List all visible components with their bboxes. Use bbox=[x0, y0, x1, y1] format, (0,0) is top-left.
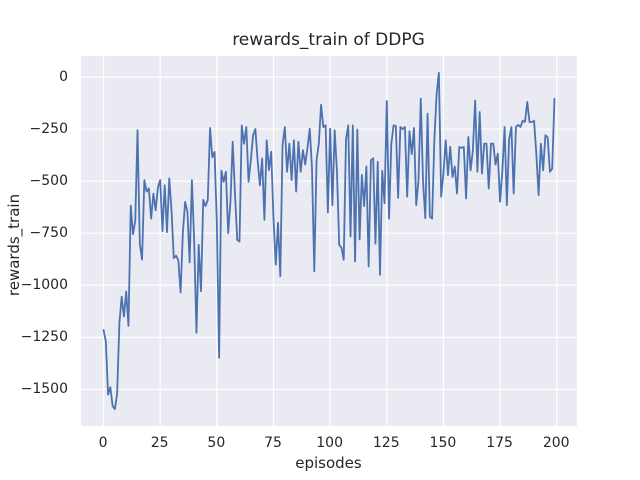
x-tick-label: 100 bbox=[316, 435, 343, 451]
axes-background bbox=[80, 55, 577, 426]
y-tick-label: −1250 bbox=[20, 328, 68, 345]
x-tick-label: 25 bbox=[150, 435, 169, 451]
y-tick-label: −1000 bbox=[20, 276, 68, 293]
y-tick-label: −250 bbox=[29, 120, 68, 137]
y-tick-label: −750 bbox=[29, 224, 68, 241]
x-tick-label: 175 bbox=[486, 435, 513, 451]
x-tick-label: 150 bbox=[429, 435, 457, 451]
x-tick-label: 75 bbox=[264, 435, 282, 451]
chart-title: rewards_train of DDPG bbox=[232, 30, 425, 50]
x-axis-label: episodes bbox=[295, 454, 362, 472]
x-tick-label: 200 bbox=[542, 435, 570, 451]
x-tick-label: 0 bbox=[98, 435, 108, 451]
y-tick-label: 0 bbox=[59, 68, 68, 85]
y-tick-label: −500 bbox=[29, 172, 68, 189]
line-chart-svg bbox=[80, 55, 577, 426]
y-axis-label: rewards_train bbox=[5, 193, 23, 297]
y-tick-label: −1500 bbox=[20, 380, 68, 397]
plot-area bbox=[80, 55, 577, 426]
x-tick-label: 50 bbox=[207, 435, 226, 451]
series-line-rewards_train bbox=[102, 71, 555, 410]
x-tick-label: 125 bbox=[372, 435, 400, 451]
